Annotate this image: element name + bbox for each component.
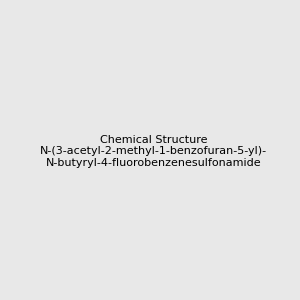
Text: Chemical Structure
N-(3-acetyl-2-methyl-1-benzofuran-5-yl)-
N-butyryl-4-fluorobe: Chemical Structure N-(3-acetyl-2-methyl-… [40,135,267,168]
